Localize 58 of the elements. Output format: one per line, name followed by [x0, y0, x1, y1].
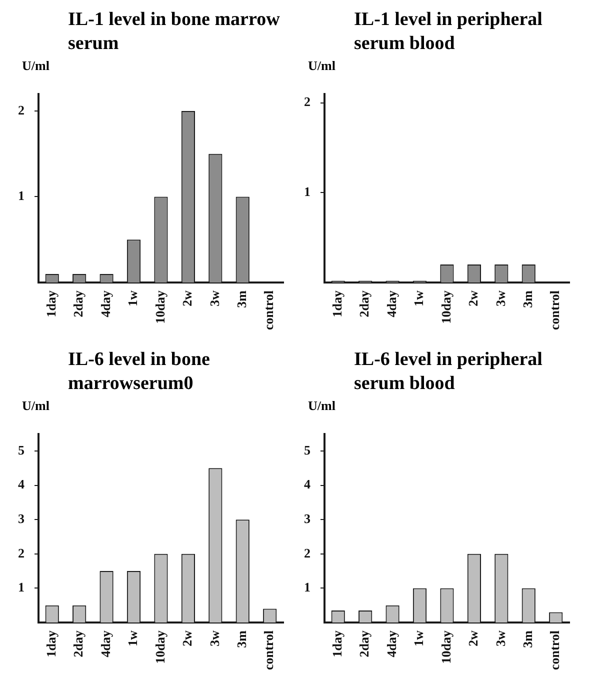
x-tick-label: control	[261, 290, 276, 330]
y-tick-label: 4	[18, 476, 25, 492]
x-tick-label: 10day	[152, 290, 168, 324]
chart-title: IL-1 level in bone marrow serum	[67, 8, 281, 56]
y-tick-label: 1	[304, 580, 310, 595]
x-tick-label: 2day	[356, 630, 372, 658]
x-tick-label: 3w	[492, 290, 508, 306]
y-tick-label: 3	[18, 510, 25, 526]
x-tick-label: 1day	[43, 630, 58, 658]
x-tick-label: 3m	[520, 630, 535, 648]
y-axis-title: U/ml	[307, 58, 336, 75]
x-tick-label: 4day	[384, 290, 399, 318]
x-tick-label: 2day	[70, 290, 86, 318]
y-axis-title: U/ml	[21, 398, 50, 415]
x-tick-label: 3m	[234, 630, 249, 648]
x-tick-label: control	[261, 630, 276, 670]
x-tick-label: 10day	[438, 630, 454, 664]
x-tick-label: 1w	[411, 290, 426, 306]
y-tick-label: 5	[304, 442, 311, 458]
chart-title: IL-6 level in bone marrowserum0	[67, 348, 211, 396]
x-tick-label: 2day	[356, 290, 372, 318]
x-tick-label: 10day	[438, 290, 454, 324]
x-tick-label: 1w	[125, 290, 140, 306]
x-tick-label: 10day	[152, 630, 168, 664]
x-tick-label: 3w	[492, 630, 508, 646]
x-tick-label: control	[547, 630, 562, 670]
y-tick-label: 4	[304, 476, 311, 492]
x-tick-label: 1day	[329, 630, 344, 658]
x-tick-label: 3w	[206, 290, 222, 306]
y-tick-label: 2	[304, 545, 310, 560]
x-tick-label: 2w	[466, 630, 481, 646]
x-tick-label: 1day	[329, 290, 344, 318]
y-tick-label: 2	[18, 545, 24, 560]
x-tick-label: control	[547, 290, 562, 330]
x-tick-label: 1w	[125, 630, 140, 646]
chart-title: IL-6 level in peripheral serum blood	[353, 348, 544, 396]
x-tick-label: 4day	[98, 630, 113, 658]
x-tick-label: 2w	[180, 630, 195, 646]
y-tick-label: 5	[18, 442, 25, 458]
y-tick-label: 2	[304, 94, 310, 110]
chart-title: IL-1 level in peripheral serum blood	[353, 8, 544, 56]
y-tick-label: 2	[18, 102, 24, 118]
y-tick-label: 1	[18, 188, 24, 204]
y-tick-label: 1	[18, 580, 24, 595]
x-tick-label: 3m	[234, 290, 249, 308]
x-tick-label: 2w	[180, 290, 195, 306]
x-tick-label: 4day	[98, 290, 113, 318]
x-tick-label: 4day	[384, 630, 399, 658]
y-tick-label: 3	[304, 510, 311, 526]
y-axis-title: U/ml	[21, 58, 50, 75]
x-tick-label: 1day	[43, 290, 58, 318]
x-tick-label: 2day	[70, 630, 86, 658]
x-tick-label: 3m	[520, 290, 535, 308]
x-tick-label: 1w	[411, 630, 426, 646]
x-tick-label: 3w	[206, 630, 222, 646]
y-axis-title: U/ml	[307, 398, 336, 415]
x-tick-label: 2w	[466, 290, 481, 306]
y-tick-label: 1	[304, 184, 310, 200]
